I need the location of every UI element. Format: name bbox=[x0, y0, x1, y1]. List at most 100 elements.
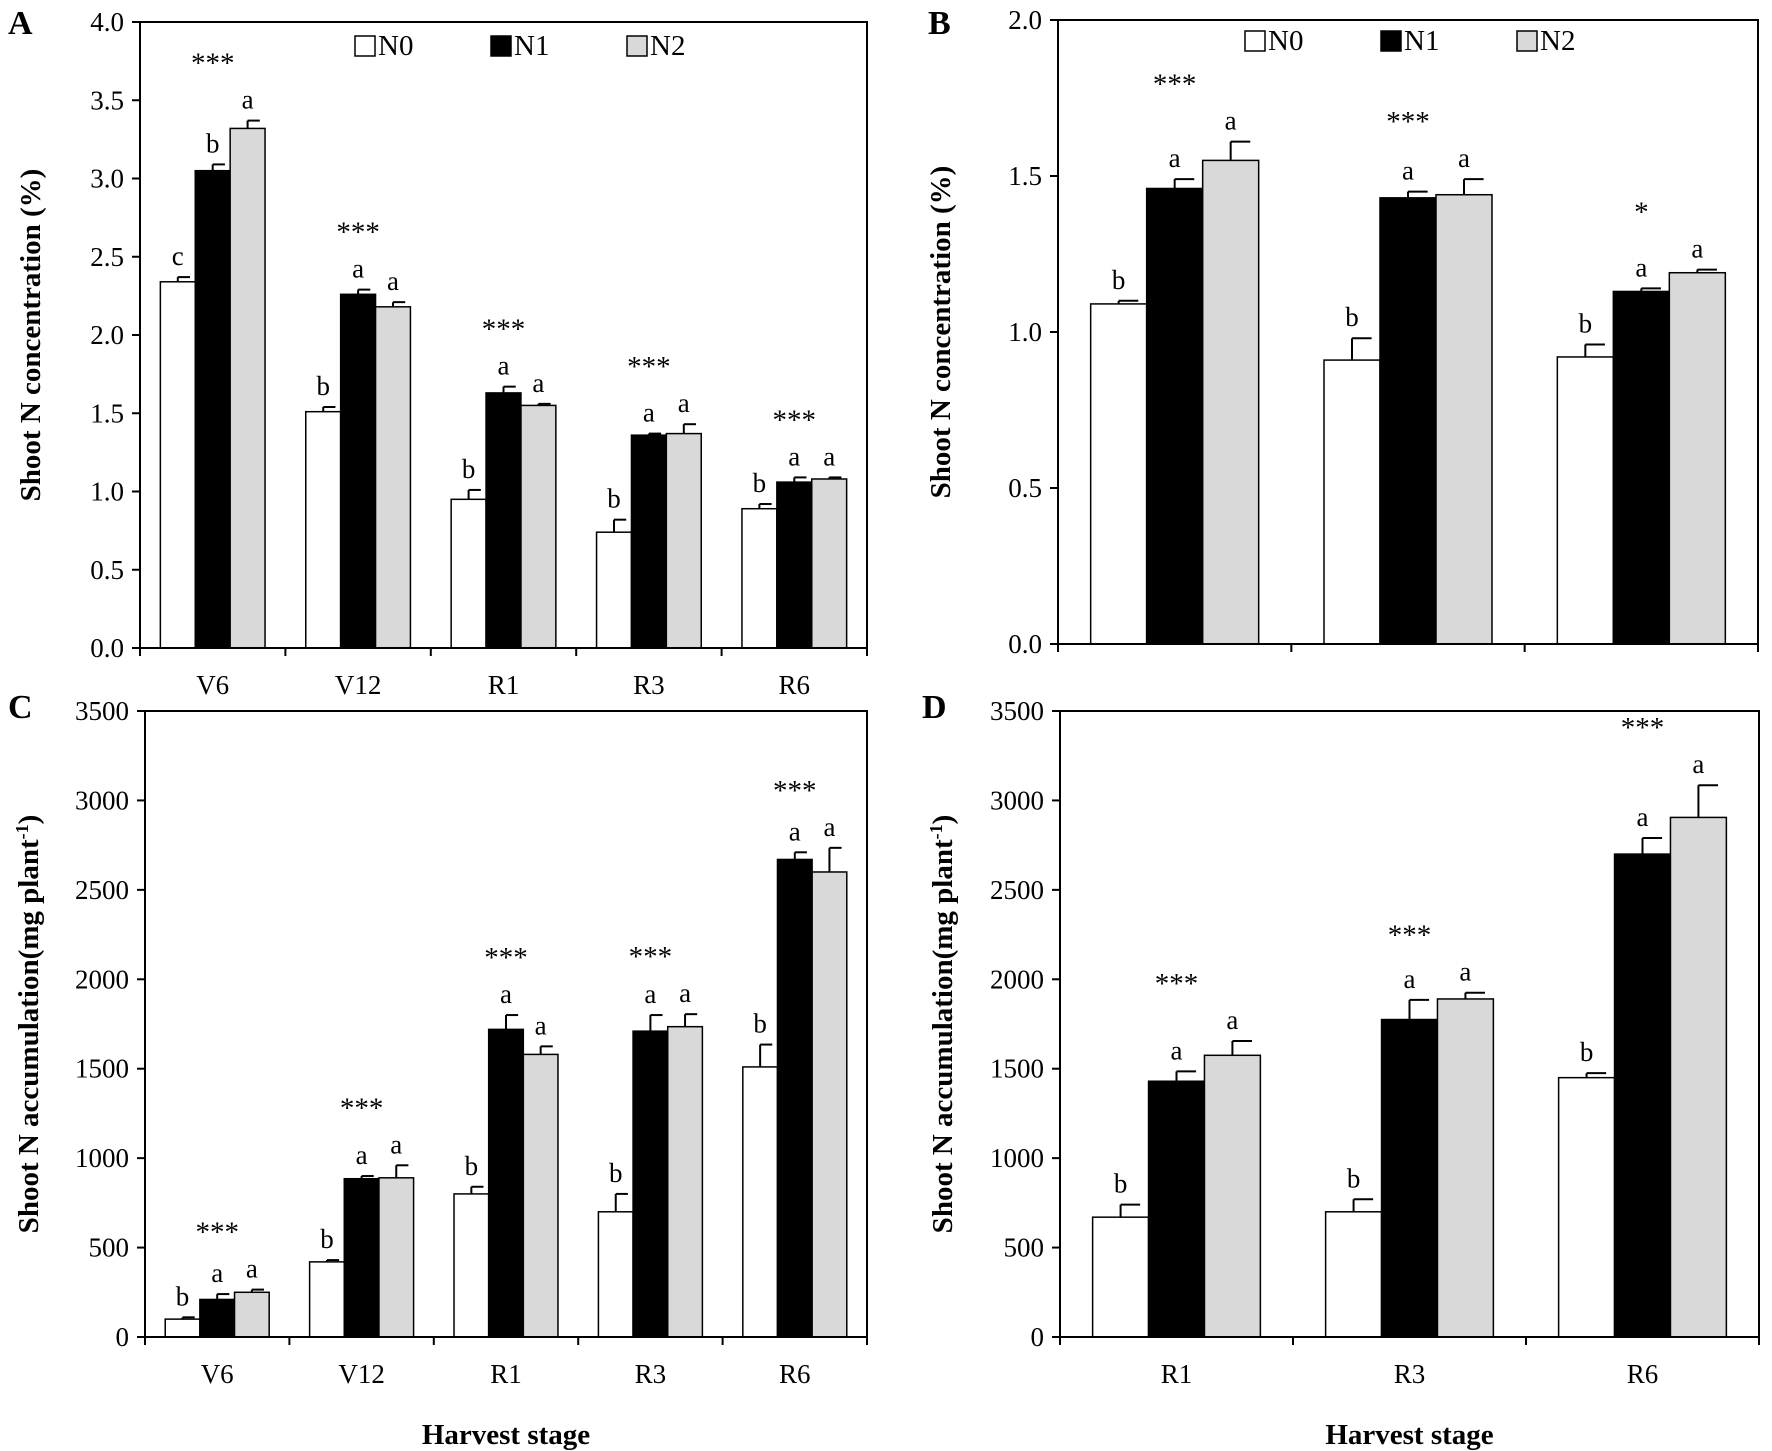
y-tick-label: 3.5 bbox=[90, 85, 124, 115]
sig-letter-N0-R3: b bbox=[1345, 302, 1359, 332]
sig-letter-N2-R3: a bbox=[1458, 143, 1470, 173]
bar-N0-V6 bbox=[159, 281, 197, 649]
y-tick-label: 3.0 bbox=[90, 164, 124, 194]
sig-letter-N2-R6: a bbox=[823, 812, 835, 842]
y-tick-label: 1500 bbox=[990, 1054, 1044, 1084]
bar-N2-R6 bbox=[1669, 816, 1728, 1338]
y-axis-title: Shoot N concentration (%) bbox=[925, 166, 957, 499]
bar-N1-R6 bbox=[776, 858, 813, 1338]
category-group-R3: ba a***R3 bbox=[595, 351, 702, 700]
bar-N1-R6 bbox=[1613, 853, 1672, 1338]
sig-stars-R1: *** bbox=[484, 942, 528, 974]
panel-letter: C bbox=[8, 689, 33, 726]
panel-letter: A bbox=[8, 5, 33, 42]
sig-stars-V12: *** bbox=[340, 1092, 384, 1124]
legend-label-N1: N1 bbox=[514, 30, 549, 62]
y-tick-label: 3000 bbox=[990, 785, 1044, 815]
panel-C: C Shoot N accumulation(mg plant-1) 0 500 100… bbox=[8, 689, 868, 1451]
category-group-R1: baa***R1 bbox=[450, 314, 557, 700]
bar-N0-R6 bbox=[1556, 356, 1615, 645]
sig-stars-R3: *** bbox=[1386, 106, 1430, 138]
bar-N0-R6 bbox=[742, 1066, 779, 1338]
plot-frame bbox=[139, 21, 868, 649]
bar-N1-R3 bbox=[630, 434, 668, 649]
sig-stars-R6: *** bbox=[1621, 712, 1665, 744]
x-tick-label-R1: R1 bbox=[490, 1359, 522, 1389]
bar-N0-R3 bbox=[1323, 359, 1381, 645]
bar-N0-V12 bbox=[308, 1261, 346, 1338]
bar-N1-R1 bbox=[487, 1028, 525, 1338]
bar-N2-R1 bbox=[1201, 159, 1260, 645]
y-tick-label: 0.5 bbox=[1008, 473, 1042, 503]
sig-stars-R1: *** bbox=[1155, 968, 1199, 1000]
sig-stars-R1: *** bbox=[1153, 69, 1197, 101]
x-tick-label-R3: R3 bbox=[1394, 1359, 1426, 1389]
sig-letter-N1-R6: a bbox=[789, 816, 801, 846]
x-tick-label-V12: V12 bbox=[338, 1359, 385, 1389]
x-tick-label-V12: V12 bbox=[335, 670, 382, 700]
x-tick-label-V6: V6 bbox=[201, 1359, 234, 1389]
sig-letter-N1-R3: a bbox=[643, 398, 655, 428]
legend-label-N0: N0 bbox=[378, 30, 413, 62]
bar-N2-V6 bbox=[229, 127, 266, 649]
sig-letter-N2-R1: a bbox=[1225, 106, 1237, 136]
bar-N0-V6 bbox=[164, 1318, 201, 1338]
category-group-V6: c ba*** V6 bbox=[159, 48, 266, 700]
category-group-R6: b a a * bbox=[1556, 197, 1727, 645]
sig-letter-N2-R3: a bbox=[679, 978, 691, 1008]
bar-N0-R1 bbox=[450, 498, 487, 649]
y-tick-label: 1000 bbox=[990, 1143, 1044, 1173]
bar-N2-V6 bbox=[233, 1291, 270, 1338]
legend-label-N2: N2 bbox=[1540, 25, 1575, 57]
y-tick-label: 2500 bbox=[75, 875, 129, 905]
category-group-R3: ba a***R3 bbox=[597, 941, 704, 1389]
x-tick-label-R1: R1 bbox=[488, 670, 520, 700]
y-tick-label: 0 bbox=[116, 1322, 130, 1352]
category-group-R6: baa***R6 bbox=[1557, 712, 1728, 1389]
sig-letter-N1-R6: a bbox=[788, 441, 800, 471]
bar-N0-R1 bbox=[1091, 1216, 1150, 1338]
x-tick-label-R3: R3 bbox=[633, 670, 665, 700]
y-tick-label: 500 bbox=[1004, 1233, 1045, 1263]
bar-N1-R1 bbox=[485, 392, 522, 649]
bar-N0-R6 bbox=[741, 507, 778, 649]
sig-letter-N0-V12: b bbox=[320, 1224, 334, 1254]
sig-stars-V12: *** bbox=[336, 217, 380, 249]
legend-swatch-N0 bbox=[1244, 30, 1266, 52]
sig-stars-R3: *** bbox=[627, 351, 671, 383]
bar-N0-R3 bbox=[1324, 1211, 1383, 1338]
bar-N0-R3 bbox=[597, 1211, 634, 1338]
y-axis-title: Shoot N accumulation(mg plant-1) bbox=[926, 815, 959, 1234]
y-tick-label: 1.0 bbox=[90, 477, 124, 507]
panel-D: D Shoot N accumulation(mg plant-1) 0 500 100… bbox=[922, 689, 1760, 1451]
sig-letter-N2-R6: a bbox=[823, 441, 835, 471]
sig-letter-N0-R3: b bbox=[607, 484, 621, 514]
sig-letter-N0-R1: b bbox=[462, 454, 476, 484]
legend: N0 N1 N2 bbox=[354, 30, 685, 62]
bar-N0-R1 bbox=[453, 1193, 490, 1338]
x-tick-label-R3: R3 bbox=[635, 1359, 667, 1389]
bar-N0-R6 bbox=[1557, 1076, 1616, 1338]
bar-N1-R6 bbox=[1612, 290, 1671, 645]
sig-letter-N2-V12: a bbox=[387, 266, 399, 296]
legend-swatch-N0 bbox=[354, 35, 376, 57]
sig-letter-N1-R3: a bbox=[1404, 964, 1416, 994]
category-group-V6: ba a***V6 bbox=[164, 1217, 270, 1389]
sig-letter-N0-V12: b bbox=[316, 371, 330, 401]
bar-N1-R3 bbox=[1380, 1018, 1439, 1338]
bar-N2-R6 bbox=[1668, 271, 1727, 645]
sig-letter-N2-R1: a bbox=[1226, 1005, 1238, 1035]
legend: N0 N1 N2 bbox=[1244, 25, 1575, 57]
sig-letter-N0-V6: c bbox=[172, 241, 184, 271]
sig-letter-N0-R6: b bbox=[753, 1009, 767, 1039]
sig-stars-R1: *** bbox=[482, 314, 526, 346]
sig-letter-N0-R3: b bbox=[1347, 1163, 1361, 1193]
bar-N2-V12 bbox=[374, 306, 412, 649]
x-tick-label-R6: R6 bbox=[779, 670, 811, 700]
sig-letter-N2-R1: a bbox=[535, 1010, 547, 1040]
sig-letter-N2-V6: a bbox=[246, 1254, 258, 1284]
category-group-R1: b a a *** bbox=[1089, 69, 1260, 645]
sig-letter-N1-V6: b bbox=[206, 128, 220, 158]
